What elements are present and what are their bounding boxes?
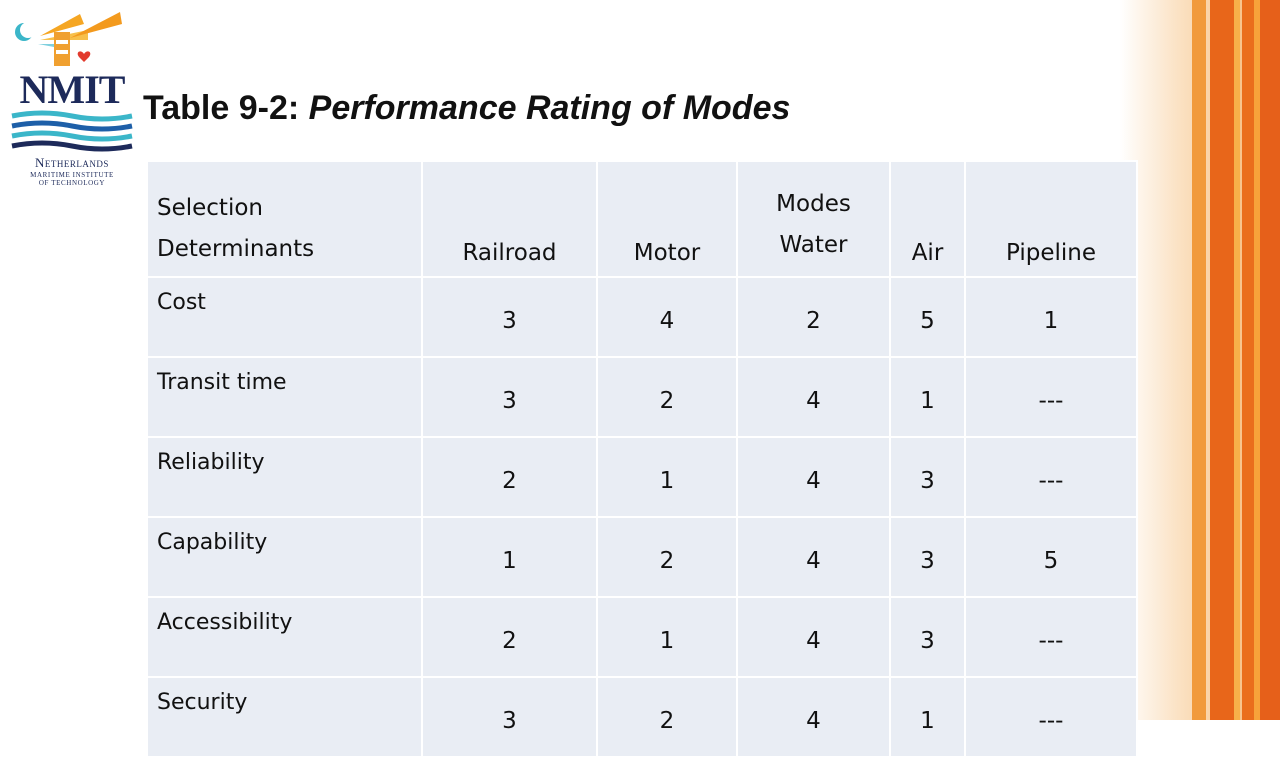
- cell-motor: 2: [596, 356, 738, 438]
- logo-line3: of Technology: [38, 179, 106, 187]
- cell-railroad: 2: [421, 596, 598, 678]
- cell-air: 3: [889, 436, 966, 518]
- cell-railroad: 2: [421, 436, 598, 518]
- row-label: Security: [146, 676, 423, 758]
- table-row: Security 3 2 4 1 ---: [146, 676, 1138, 758]
- header-first-line2: Determinants: [157, 236, 315, 262]
- cell-water: 4: [736, 516, 891, 598]
- row-label: Accessibility: [146, 596, 423, 678]
- cell-air: 3: [889, 516, 966, 598]
- row-label: Reliability: [146, 436, 423, 518]
- row-label: Cost: [146, 276, 423, 358]
- header-air: Air: [889, 160, 966, 278]
- cell-motor: 2: [596, 676, 738, 758]
- header-selection-determinants: Selection Determinants: [146, 160, 423, 278]
- cell-pipeline: ---: [964, 436, 1138, 518]
- lighthouse-icon: [15, 12, 122, 66]
- cell-air: 1: [889, 356, 966, 438]
- performance-table: Selection Determinants Railroad Motor Mo…: [146, 160, 1138, 758]
- header-first-line1: Selection: [157, 195, 263, 221]
- header-motor: Motor: [596, 160, 738, 278]
- cell-air: 1: [889, 676, 966, 758]
- title-italic: Performance Rating of Modes: [308, 89, 791, 127]
- table-row: Transit time 3 2 4 1 ---: [146, 356, 1138, 438]
- cell-water: 4: [736, 436, 891, 518]
- header-railroad: Railroad: [421, 160, 598, 278]
- logo-wordmark: NMIT: [19, 67, 126, 112]
- cell-railroad: 1: [421, 516, 598, 598]
- cell-pipeline: ---: [964, 356, 1138, 438]
- logo-line1: Netherlands: [35, 155, 109, 170]
- table-row: Accessibility 2 1 4 3 ---: [146, 596, 1138, 678]
- table-row: Cost 3 4 2 5 1: [146, 276, 1138, 358]
- cell-air: 5: [889, 276, 966, 358]
- cell-railroad: 3: [421, 356, 598, 438]
- table-row: Capability 1 2 4 3 5: [146, 516, 1138, 598]
- header-water: Modes Water: [736, 160, 891, 278]
- header-modes-label: Modes: [776, 191, 851, 217]
- title-bold: Table 9-2:: [143, 89, 309, 127]
- cell-motor: 1: [596, 596, 738, 678]
- cell-motor: 4: [596, 276, 738, 358]
- cell-water: 4: [736, 596, 891, 678]
- nmit-logo: NMIT Netherlands Maritime Institute of T…: [10, 10, 134, 187]
- table-row: Reliability 2 1 4 3 ---: [146, 436, 1138, 518]
- cell-pipeline: 1: [964, 276, 1138, 358]
- cell-water: 2: [736, 276, 891, 358]
- cell-pipeline: 5: [964, 516, 1138, 598]
- decorative-stripes: [1120, 0, 1280, 720]
- slide-title: Table 9-2: Performance Rating of Modes: [143, 88, 790, 128]
- row-label: Transit time: [146, 356, 423, 438]
- header-pipeline: Pipeline: [964, 160, 1138, 278]
- header-water-label: Water: [779, 232, 848, 258]
- cell-air: 3: [889, 596, 966, 678]
- waves-icon: [11, 110, 133, 152]
- table-header-row: Selection Determinants Railroad Motor Mo…: [146, 160, 1138, 278]
- cell-pipeline: ---: [964, 596, 1138, 678]
- cell-water: 4: [736, 676, 891, 758]
- cell-motor: 2: [596, 516, 738, 598]
- cell-pipeline: ---: [964, 676, 1138, 758]
- logo-line2: Maritime Institute: [30, 171, 114, 179]
- cell-motor: 1: [596, 436, 738, 518]
- row-label: Capability: [146, 516, 423, 598]
- cell-railroad: 3: [421, 676, 598, 758]
- cell-railroad: 3: [421, 276, 598, 358]
- cell-water: 4: [736, 356, 891, 438]
